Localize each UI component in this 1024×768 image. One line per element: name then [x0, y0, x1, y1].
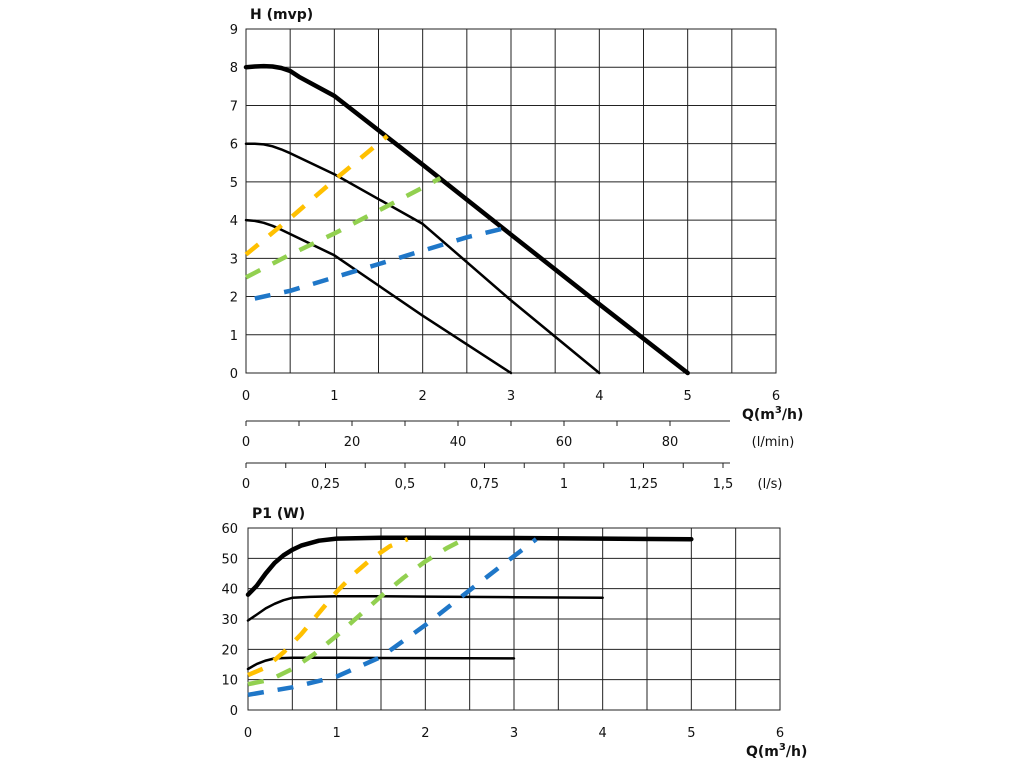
secondary-axis-unit: (l/min) — [752, 435, 795, 450]
x-tick-label: 6 — [776, 726, 784, 741]
secondary-tick-label: 1,25 — [629, 477, 658, 492]
y-axis-title: P1 (W) — [252, 506, 305, 522]
series-line-3 — [244, 134, 389, 257]
secondary-tick-label: 20 — [344, 435, 361, 450]
secondary-axis-lps: 0 0,25 0,5 0,75 1 1,25 1,5 (l/s) — [242, 462, 783, 492]
x-axis-title: Q(m3/h) — [746, 742, 807, 760]
y-axis-title: H (mvp) — [250, 7, 313, 23]
x-tick-label: 6 — [772, 389, 780, 404]
secondary-tick-label: 40 — [450, 435, 467, 450]
y-tick-label: 2 — [230, 291, 238, 306]
secondary-tick-label: 0,75 — [470, 477, 499, 492]
y-tick-label: 9 — [230, 23, 238, 38]
x-tick-label: 4 — [595, 389, 603, 404]
x-tick-label: 0 — [244, 726, 252, 741]
secondary-tick-label: 1 — [560, 477, 568, 492]
y-tick-label: 0 — [230, 704, 238, 719]
secondary-tick-label: 0 — [242, 477, 250, 492]
secondary-axis-unit: (l/s) — [758, 477, 783, 492]
chart-head: 0 1 2 3 4 5 6 7 8 9 0 1 2 3 4 5 6 H (mvp) Q(m3/h) 0 20 40 60 80… — [230, 7, 804, 492]
secondary-tick-label: 80 — [662, 435, 679, 450]
series-line-5 — [254, 225, 508, 301]
series-line-0 — [245, 535, 694, 597]
series-line-4 — [247, 536, 467, 687]
series-line-1 — [246, 595, 604, 622]
y-tick-label: 3 — [230, 252, 238, 267]
secondary-tick-label: 0,25 — [311, 477, 340, 492]
secondary-tick-label: 1,5 — [713, 477, 734, 492]
x-tick-label: 3 — [510, 726, 518, 741]
y-tick-label: 50 — [221, 552, 238, 567]
x-tick-label: 5 — [687, 726, 695, 741]
y-tick-label: 5 — [230, 176, 238, 191]
y-tick-label: 1 — [230, 329, 238, 344]
x-tick-label: 1 — [333, 726, 341, 741]
y-tick-label: 40 — [221, 583, 238, 598]
y-tick-label: 10 — [221, 674, 238, 689]
series-line-0 — [243, 63, 690, 376]
x-tick-label: 0 — [242, 389, 250, 404]
y-tick-label: 60 — [221, 522, 238, 537]
grid — [245, 28, 777, 374]
series-line-4 — [244, 176, 442, 280]
series-line-2 — [246, 656, 516, 671]
y-tick-label: 7 — [230, 99, 238, 114]
y-tick-label: 0 — [230, 367, 238, 382]
chart-power: 0 10 20 30 40 50 60 0 1 2 3 4 5 6 P1 (W) Q(m3/h) — [221, 506, 807, 760]
secondary-tick-label: 0 — [242, 435, 250, 450]
y-tick-label: 8 — [230, 61, 238, 76]
x-tick-label: 1 — [330, 389, 338, 404]
secondary-tick-label: 0,5 — [395, 477, 416, 492]
x-tick-label: 3 — [507, 389, 515, 404]
x-axis-title: Q(m3/h) — [742, 405, 803, 423]
x-tick-label: 5 — [684, 389, 692, 404]
series-line-3 — [247, 537, 409, 678]
secondary-axis-lpm: 0 20 40 60 80 (l/min) — [242, 420, 795, 450]
y-tick-label: 4 — [230, 214, 238, 229]
y-tick-label: 30 — [221, 613, 238, 628]
series-line-1 — [244, 142, 601, 375]
x-tick-label: 2 — [419, 389, 427, 404]
x-tick-label: 4 — [599, 726, 607, 741]
y-tick-label: 6 — [230, 138, 238, 153]
x-tick-label: 2 — [421, 726, 429, 741]
secondary-tick-label: 60 — [556, 435, 573, 450]
y-tick-label: 20 — [221, 643, 238, 658]
